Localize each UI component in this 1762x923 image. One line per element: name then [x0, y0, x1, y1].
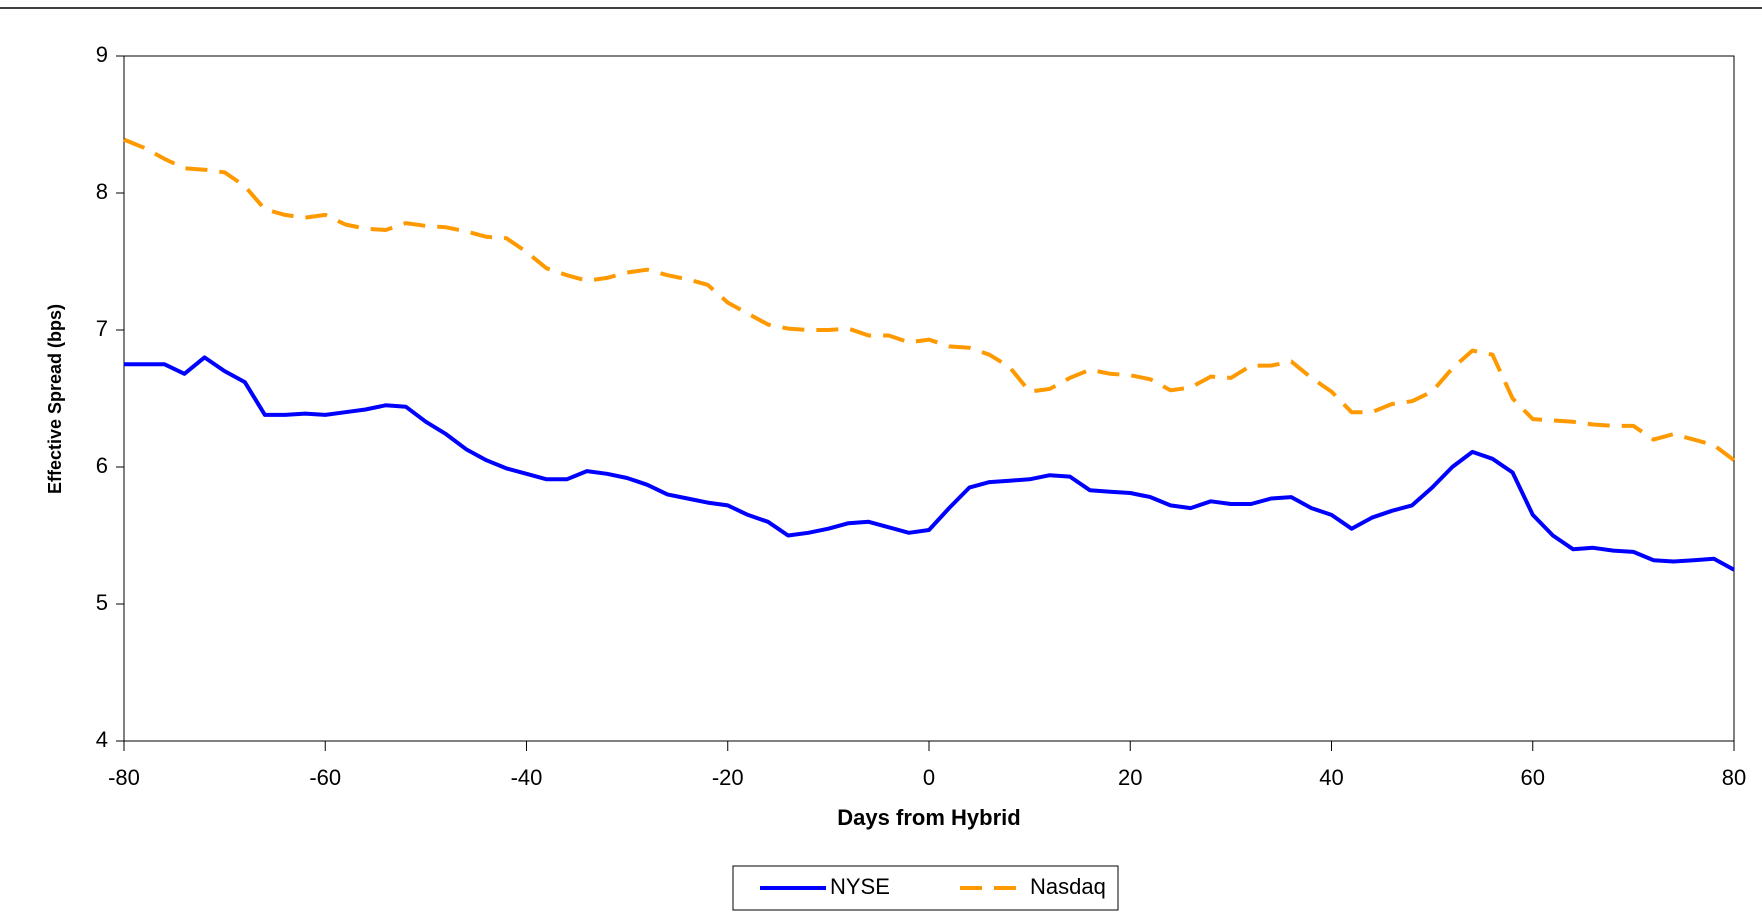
x-tick-label: 40 [1319, 765, 1343, 790]
y-tick-label: 9 [96, 42, 108, 67]
y-tick-label: 6 [96, 453, 108, 478]
x-tick-label: 60 [1521, 765, 1545, 790]
y-tick-label: 7 [96, 316, 108, 341]
x-tick-label: -80 [108, 765, 140, 790]
series-line [123, 137, 1736, 462]
plot-area [123, 55, 1735, 742]
y-tick-label: 8 [96, 179, 108, 204]
x-tick-label: -40 [511, 765, 543, 790]
legend-label: NYSE [830, 874, 890, 899]
legend-label: Nasdaq [1030, 874, 1106, 899]
x-tick-label: -60 [309, 765, 341, 790]
y-tick-label: 5 [96, 590, 108, 615]
x-tick-label: 0 [923, 765, 935, 790]
x-tick-label: -20 [712, 765, 744, 790]
y-axis-title: Effective Spread (bps) [45, 304, 65, 494]
x-tick-label: 20 [1118, 765, 1142, 790]
x-tick-label: 80 [1722, 765, 1746, 790]
x-axis-title: Days from Hybrid [837, 805, 1020, 830]
series-line [124, 355, 1735, 572]
y-tick-label: 4 [96, 727, 108, 752]
